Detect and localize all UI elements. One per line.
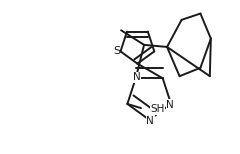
Text: N: N	[133, 72, 141, 82]
Text: S: S	[113, 46, 120, 56]
Text: N: N	[166, 100, 174, 110]
Text: SH: SH	[150, 104, 165, 114]
Text: N: N	[146, 116, 154, 126]
